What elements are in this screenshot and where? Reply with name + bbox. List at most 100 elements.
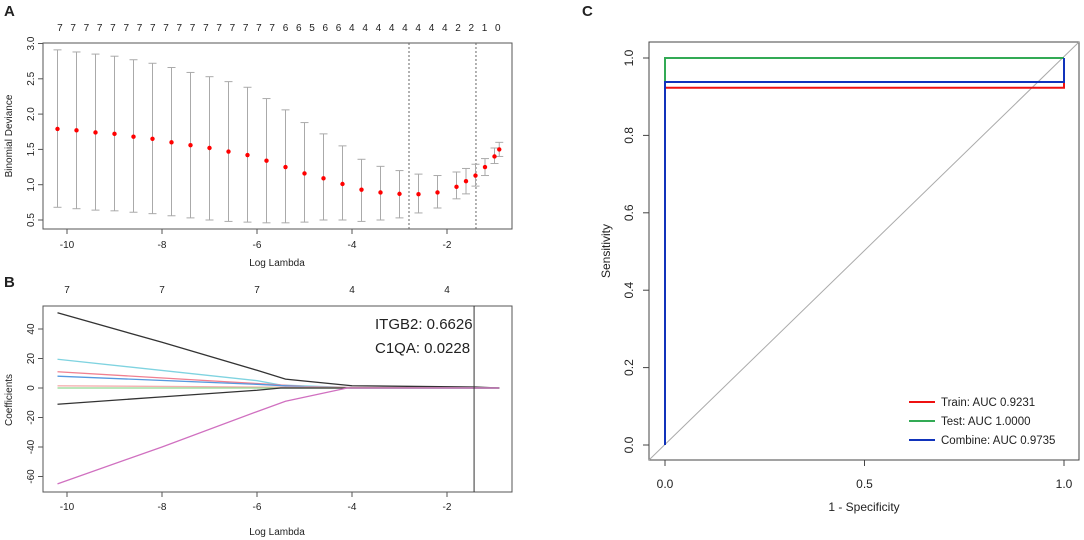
y-tick-label: 0 [26, 385, 37, 391]
top-count-label: 6 [296, 23, 302, 34]
deviance-point [112, 131, 117, 137]
panel-label-a: A [4, 3, 15, 20]
deviance-point [131, 134, 136, 139]
x-tick-label: 0.0 [657, 477, 674, 491]
y-tick-label: 40 [26, 323, 37, 335]
panel-label-c: C [582, 3, 593, 20]
coef-path-black-upper [57, 312, 500, 389]
deviance-point [378, 190, 383, 195]
deviance-point [93, 130, 98, 135]
top-count-label: 2 [455, 23, 461, 34]
x-tick-label: -2 [443, 240, 452, 251]
legend-label: Train: AUC 0.9231 [941, 397, 1035, 409]
y-tick-label: 0.2 [622, 359, 636, 376]
deviance-point [416, 192, 421, 197]
deviance-point [359, 187, 364, 192]
y-tick-label: 0.4 [622, 282, 636, 299]
deviance-point [207, 145, 212, 151]
x-tick-label: -8 [158, 240, 167, 251]
x-tick-label: -6 [253, 240, 262, 251]
y-tick-label: 1.5 [26, 142, 37, 156]
top-count-label: 7 [163, 23, 169, 34]
coef-path-cyan [57, 358, 500, 389]
top-count-label: 4 [444, 285, 450, 296]
panel-b: -10 7 -8 7 -6 7 -4 4 -2 4 -60 -40 -20 0 20 40 Log Lambda… [4, 285, 513, 538]
legend-label: Combine: AUC 0.9735 [941, 435, 1055, 447]
deviance-point [435, 190, 440, 195]
x-tick-label: -4 [348, 240, 357, 251]
top-count-label: 4 [362, 23, 368, 34]
top-count-label: 1 [482, 23, 488, 34]
y-tick-label: 2.5 [26, 71, 37, 85]
x-tick-label: 0.5 [856, 477, 873, 491]
coef-annotation: ITGB2: 0.6626 [375, 316, 473, 333]
plot-frame [42, 305, 513, 493]
x-tick-label: -10 [60, 502, 75, 513]
top-count-label: 4 [402, 23, 408, 34]
top-count-label: 7 [216, 23, 222, 34]
top-count-label: 6 [323, 23, 329, 34]
deviance-point [264, 158, 269, 163]
top-count-label: 7 [159, 285, 165, 296]
coef-path-black-lower [57, 387, 500, 405]
top-count-label: 0 [495, 23, 501, 34]
top-count-label: 7 [64, 285, 70, 296]
deviance-point [226, 149, 231, 154]
top-count-label: 7 [123, 23, 129, 34]
top-count-label: 4 [349, 285, 355, 296]
top-count-label: 7 [203, 23, 209, 34]
deviance-point [302, 171, 307, 176]
top-count-label: 4 [389, 23, 395, 34]
panel-c: 0.0 0.5 1.0 0.0 0.2 0.4 0.6 0.8 1.0 1 - Specifici… [599, 41, 1080, 514]
deviance-point [55, 126, 60, 132]
deviance-point [397, 191, 402, 197]
top-count-label: 7 [190, 23, 196, 34]
deviance-point [321, 176, 326, 181]
top-count-label: 4 [376, 23, 382, 34]
y-tick-label: 0.0 [622, 436, 636, 453]
top-count-label: 7 [97, 23, 103, 34]
x-tick-label: -4 [348, 502, 357, 513]
y-tick-label: -60 [26, 469, 37, 484]
top-count-label: 4 [429, 23, 435, 34]
top-count-label: 7 [84, 23, 90, 34]
top-count-label: 7 [254, 285, 260, 296]
y-tick-label: -20 [26, 410, 37, 425]
x-axis-label: 1 - Specificity [828, 500, 899, 514]
x-tick-label: -10 [60, 240, 75, 251]
deviance-point [473, 173, 478, 178]
x-tick-label: -2 [443, 502, 452, 513]
top-count-label: 7 [57, 23, 63, 34]
coef-path-magenta [57, 387, 500, 485]
top-count-label: 7 [70, 23, 76, 34]
plot-frame [42, 42, 513, 230]
deviance-point [497, 147, 502, 152]
deviance-point [188, 142, 193, 148]
top-count-label: 2 [469, 23, 475, 34]
deviance-point [150, 136, 155, 142]
x-axis-label: Log Lambda [249, 527, 305, 538]
y-tick-label: 1.0 [26, 177, 37, 191]
y-axis-label: Binomial Deviance [4, 94, 15, 177]
y-axis-label: Sensitivity [599, 224, 613, 278]
y-tick-label: 0.8 [622, 127, 636, 144]
y-tick-label: 0.5 [26, 213, 37, 227]
y-tick-label: -40 [26, 439, 37, 454]
top-count-label: 6 [336, 23, 342, 34]
top-count-label: 5 [309, 23, 315, 34]
deviance-point [463, 178, 469, 184]
x-tick-label: -8 [158, 502, 167, 513]
y-tick-label: 20 [26, 353, 37, 365]
top-count-label: 7 [137, 23, 143, 34]
deviance-point [169, 140, 174, 145]
top-count-label: 7 [110, 23, 116, 34]
coef-annotation: C1QA: 0.0228 [375, 340, 470, 357]
x-tick-label: -6 [253, 502, 262, 513]
top-count-label: 7 [243, 23, 249, 34]
deviance-point [283, 164, 288, 170]
top-count-label: 4 [442, 23, 448, 34]
deviance-point [492, 154, 497, 159]
y-tick-label: 3.0 [26, 36, 37, 50]
top-count-label: 7 [150, 23, 156, 34]
